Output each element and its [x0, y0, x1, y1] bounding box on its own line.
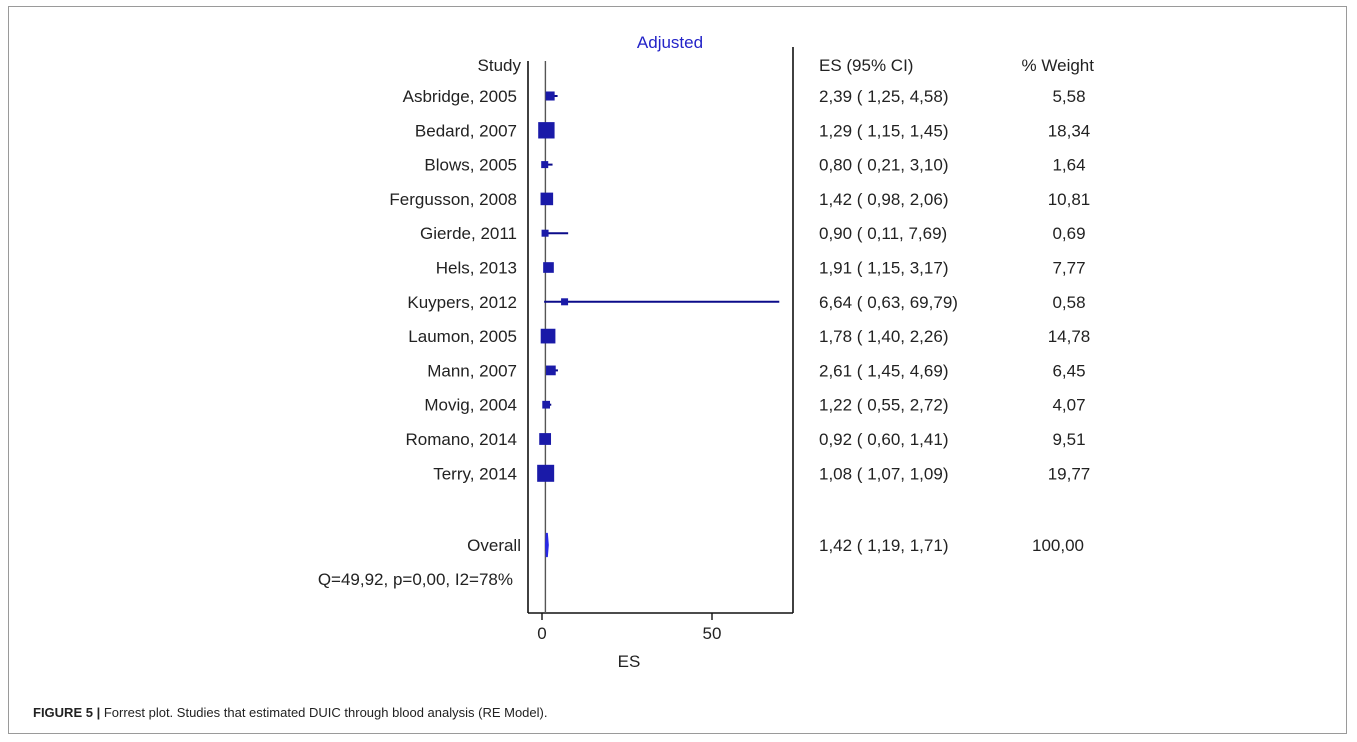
figure-caption-text: Forrest plot. Studies that estimated DUI… — [100, 705, 548, 720]
overall-diamond — [545, 532, 549, 558]
weight-value-0: 5,58 — [1052, 87, 1085, 106]
weight-value-9: 4,07 — [1052, 396, 1085, 415]
effect-marker-0 — [545, 91, 555, 101]
study-label-10: Romano, 2014 — [405, 430, 517, 449]
weight-value-7: 14,78 — [1048, 327, 1091, 346]
plot-title: Adjusted — [637, 33, 703, 52]
es-ci-value-6: 6,64 ( 0,63, 69,79) — [819, 293, 958, 312]
es-ci-value-8: 2,61 ( 1,45, 4,69) — [819, 361, 948, 380]
weight-value-6: 0,58 — [1052, 293, 1085, 312]
heterogeneity-stat: Q=49,92, p=0,00, I2=78% — [318, 570, 513, 589]
overall-label: Overall — [467, 536, 521, 555]
es-ci-value-3: 1,42 ( 0,98, 2,06) — [819, 190, 948, 209]
x-tick-label-1: 50 — [703, 624, 722, 643]
weight-value-2: 1,64 — [1052, 156, 1085, 175]
column-header-study: Study — [478, 56, 522, 75]
es-ci-value-0: 2,39 ( 1,25, 4,58) — [819, 87, 948, 106]
overall-es-ci-value: 1,42 ( 1,19, 1,71) — [819, 536, 948, 555]
effect-marker-6 — [561, 298, 569, 306]
study-label-6: Kuypers, 2012 — [407, 293, 517, 312]
x-axis-label: ES — [618, 652, 641, 671]
study-label-8: Mann, 2007 — [427, 361, 517, 380]
es-ci-value-10: 0,92 ( 0,60, 1,41) — [819, 430, 948, 449]
effect-marker-11 — [537, 464, 555, 482]
effect-marker-1 — [538, 122, 555, 139]
study-label-0: Asbridge, 2005 — [403, 87, 517, 106]
effect-marker-2 — [541, 161, 549, 169]
figure-caption: FIGURE 5 | Forrest plot. Studies that es… — [33, 705, 1333, 720]
es-ci-value-11: 1,08 ( 1,07, 1,09) — [819, 464, 948, 483]
study-label-2: Blows, 2005 — [424, 156, 517, 175]
es-ci-value-1: 1,29 ( 1,15, 1,45) — [819, 121, 948, 140]
figure-label: FIGURE 5 | — [33, 705, 101, 720]
column-header-weight: % Weight — [1022, 56, 1095, 75]
effect-marker-4 — [541, 229, 549, 237]
study-label-11: Terry, 2014 — [433, 464, 517, 483]
weight-value-4: 0,69 — [1052, 224, 1085, 243]
figure-frame: Adjusted Study ES (95% CI) % Weight 0 50 ES Asb… — [8, 6, 1347, 734]
effect-marker-5 — [543, 262, 554, 273]
study-label-1: Bedard, 2007 — [415, 121, 517, 140]
weight-value-1: 18,34 — [1048, 121, 1091, 140]
es-ci-value-2: 0,80 ( 0,21, 3,10) — [819, 156, 948, 175]
weight-value-5: 7,77 — [1052, 259, 1085, 278]
weight-value-3: 10,81 — [1048, 190, 1091, 209]
x-tick-label-0: 0 — [537, 624, 546, 643]
es-ci-value-4: 0,90 ( 0,11, 7,69) — [819, 224, 947, 243]
effect-marker-8 — [546, 365, 556, 376]
weight-value-11: 19,77 — [1048, 464, 1091, 483]
effect-marker-9 — [542, 400, 551, 409]
effect-marker-7 — [540, 328, 556, 344]
study-label-4: Gierde, 2011 — [420, 224, 517, 243]
effect-marker-10 — [539, 433, 552, 445]
study-label-9: Movig, 2004 — [424, 396, 517, 415]
effect-marker-3 — [540, 192, 554, 206]
study-label-3: Fergusson, 2008 — [389, 190, 517, 209]
es-ci-value-5: 1,91 ( 1,15, 3,17) — [819, 259, 948, 278]
study-label-7: Laumon, 2005 — [408, 327, 517, 346]
weight-value-10: 9,51 — [1052, 430, 1085, 449]
overall-weight-value: 100,00 — [1032, 536, 1084, 555]
study-label-5: Hels, 2013 — [436, 259, 517, 278]
es-ci-value-9: 1,22 ( 0,55, 2,72) — [819, 396, 948, 415]
forest-plot: Adjusted Study ES (95% CI) % Weight 0 50 ES Asb… — [318, 33, 1095, 671]
es-ci-value-7: 1,78 ( 1,40, 2,26) — [819, 327, 948, 346]
weight-value-8: 6,45 — [1052, 361, 1085, 380]
column-header-es: ES (95% CI) — [819, 56, 913, 75]
